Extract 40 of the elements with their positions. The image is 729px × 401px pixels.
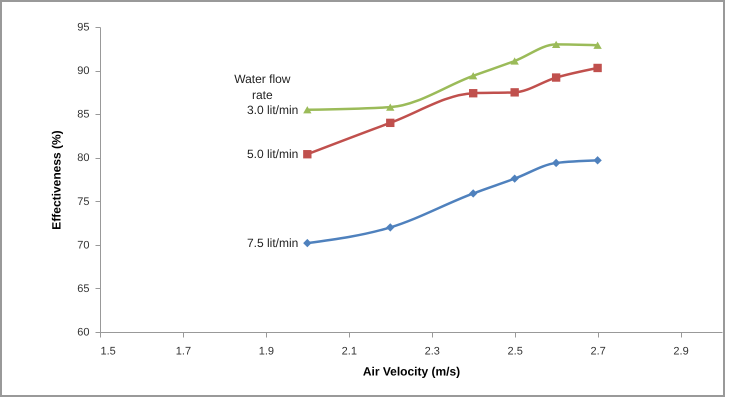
point	[552, 158, 560, 168]
point	[303, 106, 312, 114]
series-label: 7.5 lit/min	[246, 236, 298, 250]
point	[593, 42, 602, 49]
y-tick-label: 95	[77, 22, 90, 34]
point	[386, 223, 394, 232]
x-tick-label: 1.9	[258, 346, 274, 358]
x-tick-label: 1.7	[176, 346, 192, 358]
point	[386, 118, 394, 128]
series-label: 5.0 lit/min	[246, 147, 298, 162]
y-axis-title: Effectiveness (%)	[49, 130, 64, 230]
x-tick-label: 2.7	[590, 346, 606, 358]
point	[593, 64, 602, 72]
y-tick-label: 70	[77, 239, 90, 252]
y-tick-label: 90	[77, 65, 90, 78]
point	[593, 156, 602, 165]
point	[303, 150, 312, 158]
point	[552, 73, 560, 82]
point	[303, 238, 312, 248]
legend-title: Water flow rate	[234, 72, 291, 102]
point	[510, 88, 519, 97]
y-tick-label: 80	[77, 152, 90, 164]
point	[469, 72, 478, 80]
x-tick-label: 2.5	[508, 346, 523, 358]
x-tick-label: 1.5	[100, 346, 116, 358]
point	[386, 104, 394, 111]
y-tick-label: 65	[77, 282, 90, 295]
x-axis-title: Air Velocity (m/s)	[362, 364, 460, 378]
point	[552, 40, 560, 48]
point	[469, 89, 478, 98]
point	[469, 189, 478, 198]
y-tick-label: 85	[77, 108, 90, 121]
y-tick-label: 60	[77, 326, 90, 338]
y-tick-label: 75	[77, 196, 90, 208]
point	[510, 174, 519, 183]
x-tick-label: 2.3	[424, 346, 440, 358]
x-tick-label: 2.9	[673, 346, 689, 358]
point	[510, 57, 519, 65]
x-tick-label: 2.1	[342, 346, 357, 358]
series-label: 3.0 lit/min	[246, 102, 298, 117]
